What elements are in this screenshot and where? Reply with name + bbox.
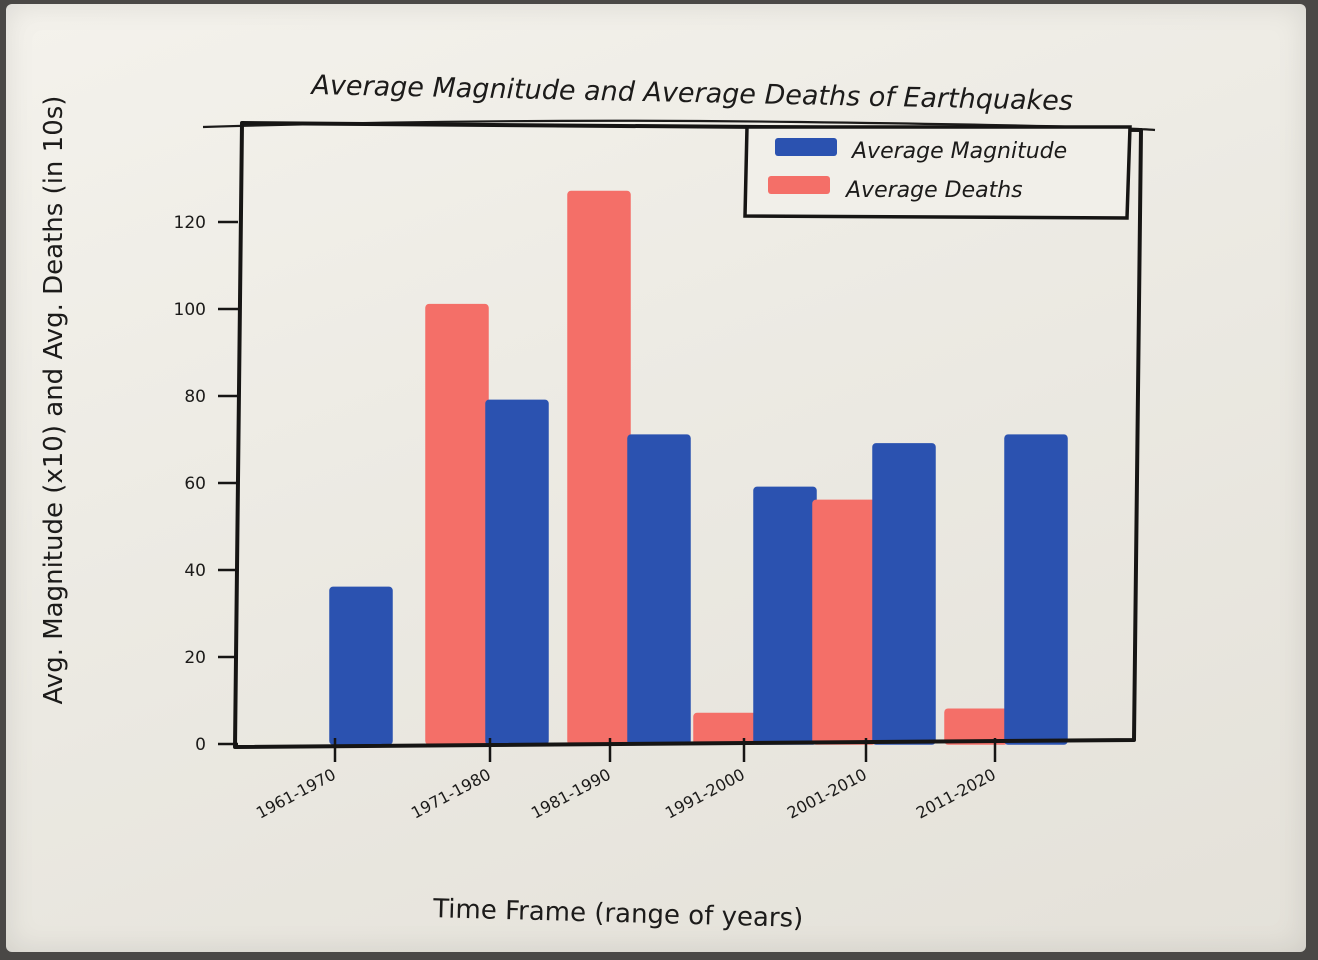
y-tick-label-80: 80 — [184, 387, 206, 407]
y-tick-label-0: 0 — [195, 735, 206, 755]
legend: Average Magnitude Average Deaths — [743, 125, 1132, 220]
bar-average-deaths-1981-1990 — [567, 190, 631, 745]
bar-average-magnitude-1991-2000 — [753, 486, 817, 745]
bar-average-deaths-1971-1980 — [425, 303, 489, 745]
x-tick-label-2001-2010: 2001-2010 — [784, 765, 870, 823]
x-tick-label-1981-1990: 1981-1990 — [528, 765, 614, 823]
legend-box — [743, 125, 1132, 220]
y-axis-label: Avg. Magnitude (x10) and Avg. Deaths (in… — [39, 96, 69, 705]
chart-title: Average Magnitude and Average Deaths of … — [309, 70, 1073, 117]
bar-average-magnitude-1971-1980 — [485, 399, 549, 745]
y-tick-label-120: 120 — [174, 213, 206, 233]
x-tick-label-1991-2000: 1991-2000 — [662, 765, 748, 823]
legend-swatch-magnitude — [775, 138, 837, 156]
bar-average-deaths-1991-2000 — [693, 712, 757, 745]
legend-label-deaths: Average Deaths — [844, 178, 1023, 203]
x-axis-label: Time Frame (range of years) — [432, 894, 804, 934]
y-axis-ticks: 0 20 40 60 80 100 120 — [174, 213, 238, 755]
y-tick-label-60: 60 — [184, 474, 206, 494]
legend-label-magnitude: Average Magnitude — [850, 139, 1067, 164]
bar-average-deaths-2011-2020 — [944, 708, 1008, 745]
y-tick-label-100: 100 — [174, 300, 206, 320]
bar-average-magnitude-1961-1970 — [329, 586, 393, 745]
bar-group — [329, 190, 1068, 745]
x-tick-label-2011-2020: 2011-2020 — [913, 765, 999, 823]
x-axis-ticks: 1961-1970 1971-1980 1981-1990 1991-2000 2001… — [253, 738, 999, 822]
bar-average-magnitude-2011-2020 — [1004, 434, 1068, 745]
y-tick-label-40: 40 — [184, 561, 206, 581]
bar-average-magnitude-2001-2010 — [872, 443, 936, 745]
bar-average-magnitude-1981-1990 — [627, 434, 691, 745]
x-tick-label-1971-1980: 1971-1980 — [408, 765, 494, 823]
y-tick-label-20: 20 — [184, 648, 206, 668]
bar-average-deaths-2001-2010 — [812, 499, 876, 745]
x-tick-label-1961-1970: 1961-1970 — [253, 765, 339, 823]
legend-swatch-deaths — [768, 176, 830, 194]
